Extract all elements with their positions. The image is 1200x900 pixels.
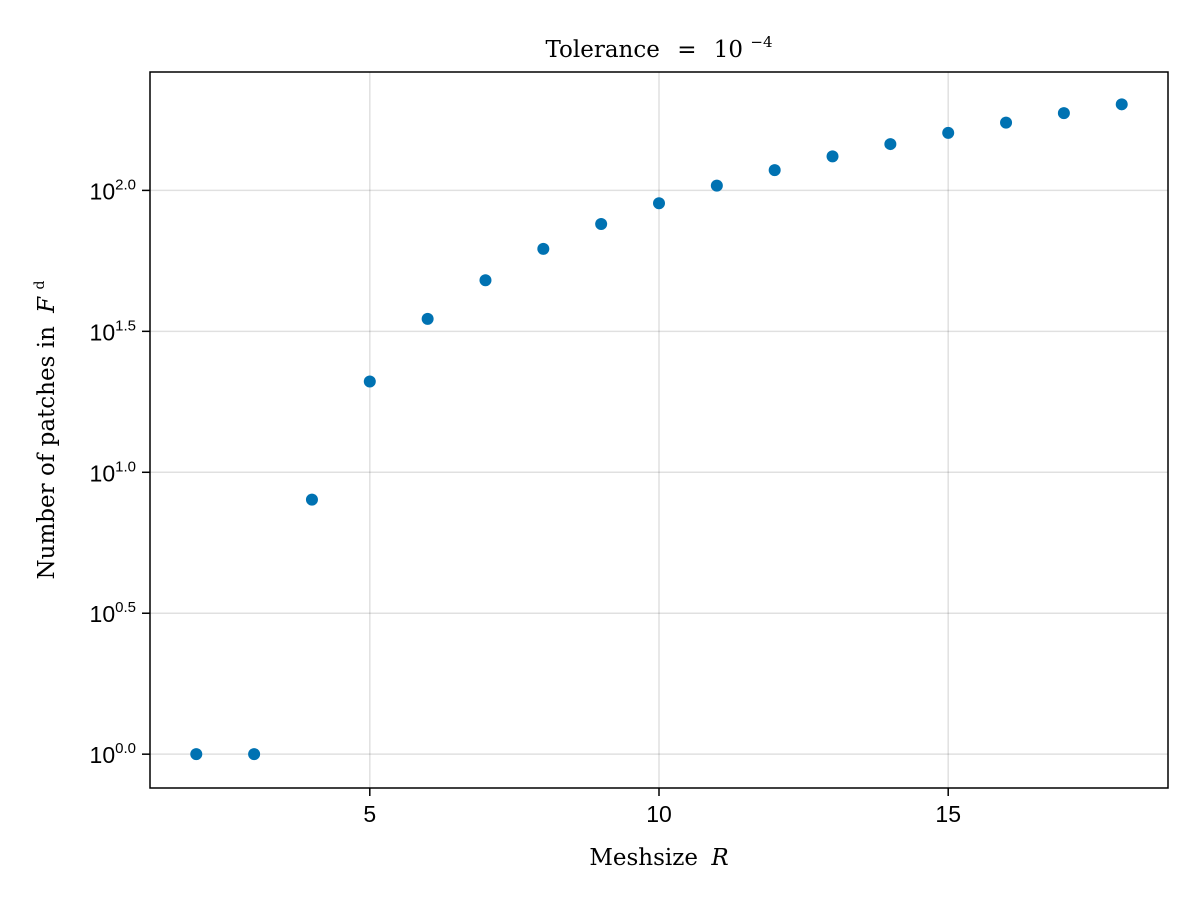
data-point: [1000, 116, 1013, 129]
y-tick-label-exponent: 2.0: [115, 176, 136, 193]
chart-title: Tolerance = 10 −4: [545, 33, 772, 63]
data-point: [363, 375, 376, 388]
data-point: [305, 493, 318, 506]
y-tick-label-base: 10: [90, 742, 116, 768]
title-equals: =: [677, 37, 696, 63]
title-prefix: Tolerance: [545, 37, 659, 63]
data-points: [190, 98, 1128, 761]
x-axis-label: Meshsize R: [589, 845, 728, 871]
y-tick-label-base: 10: [90, 460, 116, 486]
y-tick-label: 102.0: [90, 176, 136, 204]
y-tick-label: 101.0: [90, 458, 136, 486]
data-point: [190, 748, 203, 761]
x-tick-label: 5: [363, 801, 376, 827]
y-tick-label-exponent: 0.0: [115, 740, 136, 757]
x-tick-label: 10: [646, 801, 672, 827]
data-point: [1057, 107, 1070, 120]
y-tick-label: 100.5: [90, 599, 136, 627]
y-axis-label: Number of patches in F d: [32, 281, 60, 580]
data-point: [1115, 98, 1128, 111]
title-exponent: −4: [750, 33, 772, 51]
x-axis-label-text: Meshsize: [589, 845, 698, 871]
data-point: [248, 748, 261, 761]
y-axis-label-text: Number of patches in: [34, 326, 60, 580]
x-axis-label-var: R: [710, 845, 728, 871]
y-tick-label-base: 10: [90, 319, 116, 345]
data-point: [479, 274, 492, 287]
title-base: 10: [714, 37, 743, 63]
data-point: [595, 217, 608, 230]
y-tick-label-exponent: 1.0: [115, 458, 136, 475]
y-tick-label-base: 10: [90, 178, 116, 204]
y-axis-label-sup: d: [32, 281, 48, 290]
data-point: [768, 164, 781, 177]
y-tick-label-base: 10: [90, 601, 116, 627]
data-point: [884, 138, 897, 151]
data-point: [537, 242, 550, 255]
y-tick-label: 101.5: [90, 317, 136, 345]
data-point: [942, 126, 955, 139]
x-tick-label: 15: [935, 801, 961, 827]
y-tick-label-exponent: 1.5: [115, 317, 136, 334]
data-point: [653, 197, 665, 210]
data-point: [710, 179, 723, 192]
y-axis-label-var: F: [34, 296, 60, 314]
data-point: [826, 150, 839, 163]
grid: [150, 72, 1168, 788]
y-tick-label: 100.0: [90, 740, 136, 768]
y-tick-label-exponent: 0.5: [115, 599, 136, 616]
data-point: [421, 312, 434, 325]
